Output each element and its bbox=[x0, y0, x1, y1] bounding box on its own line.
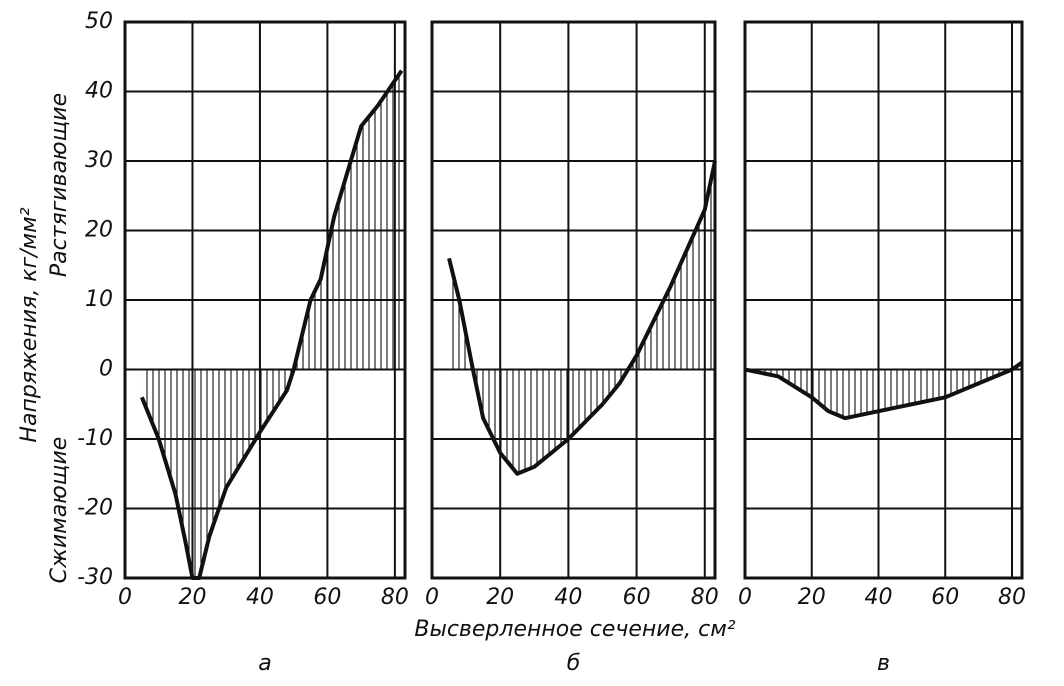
x-tick-label: 20 bbox=[178, 585, 206, 610]
x-tick-label: 0 bbox=[425, 585, 439, 610]
line bbox=[744, 360, 1024, 421]
y-axis-label: Напряжения, кг/мм² bbox=[17, 207, 42, 442]
y-tick-label: -10 bbox=[77, 426, 113, 451]
y-tick-label: 40 bbox=[85, 79, 113, 104]
panel-label: в bbox=[877, 651, 890, 676]
y-tick-label: -30 bbox=[77, 565, 113, 590]
y-axis-label-positive: Растягивающие bbox=[47, 93, 72, 277]
x-tick-label: 40 bbox=[864, 585, 892, 610]
x-tick-label: 60 bbox=[313, 585, 341, 610]
y-tick-label: 50 bbox=[85, 9, 113, 34]
panel-frame bbox=[743, 20, 1024, 580]
x-tick-label: 80 bbox=[998, 585, 1026, 610]
panel-label: б bbox=[567, 651, 581, 676]
y-tick-label: 20 bbox=[85, 218, 113, 243]
panel-frame bbox=[123, 20, 407, 580]
x-tick-label: 60 bbox=[931, 585, 959, 610]
y-axis-label-negative: Сжимающие bbox=[47, 437, 72, 584]
x-tick-label: 20 bbox=[486, 585, 514, 610]
x-tick-label: 40 bbox=[246, 585, 274, 610]
panel-label: а bbox=[258, 651, 271, 676]
x-tick-label: 0 bbox=[738, 585, 752, 610]
y-tick-label: 30 bbox=[85, 148, 113, 173]
x-tick-label: 60 bbox=[623, 585, 651, 610]
x-tick-label: 80 bbox=[691, 585, 719, 610]
x-tick-label: 40 bbox=[554, 585, 582, 610]
x-tick-label: 20 bbox=[798, 585, 826, 610]
line bbox=[140, 69, 404, 580]
x-tick-label: 0 bbox=[118, 585, 132, 610]
y-tick-label: 0 bbox=[99, 357, 113, 382]
y-tick-label: 10 bbox=[85, 287, 113, 312]
x-axis-label: Высверленное сечение, см² bbox=[414, 617, 735, 642]
hatched-area bbox=[141, 70, 402, 579]
line bbox=[447, 160, 717, 476]
y-tick-label: -20 bbox=[77, 496, 113, 521]
x-tick-label: 80 bbox=[381, 585, 409, 610]
hatched-area bbox=[745, 362, 1022, 419]
hatched-area bbox=[449, 161, 715, 474]
